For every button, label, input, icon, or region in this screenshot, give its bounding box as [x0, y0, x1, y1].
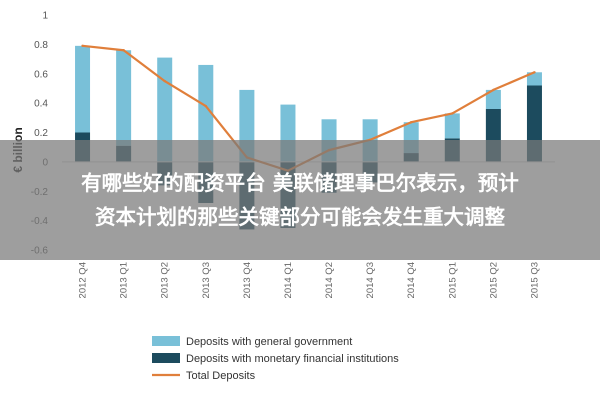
total-deposits-point: [81, 44, 84, 48]
x-tick-label: 2014 Q1: [283, 262, 294, 298]
y-tick-label: 0.2: [34, 128, 48, 139]
overlay-banner: 有哪些好的配资平台 美联储理事巴尔表示，预计 资本计划的那些关键部分可能会发生重…: [0, 140, 600, 260]
y-tick-label: 0.6: [34, 69, 48, 80]
total-deposits-point: [533, 71, 536, 74]
total-deposits-point: [492, 88, 495, 92]
legend-label: Total Deposits: [186, 370, 256, 382]
total-deposits-point: [451, 112, 454, 115]
bar-general-government: [485, 89, 501, 109]
bar-general-government: [198, 64, 214, 162]
x-tick-label: 2014 Q3: [365, 262, 376, 298]
x-tick-label: 2012 Q4: [78, 262, 89, 298]
legend-label: Deposits with general government: [186, 336, 352, 348]
x-tick-label: 2015 Q2: [488, 262, 499, 298]
total-deposits-point: [410, 121, 413, 124]
legend: Deposits with general government Deposits…: [152, 336, 399, 382]
bar-general-government: [444, 113, 460, 139]
x-tick-label: 2014 Q2: [324, 262, 335, 298]
total-deposits-point: [122, 49, 125, 52]
y-tick-label: 1: [42, 11, 48, 22]
overlay-line: 有哪些好的配资平台 美联储理事巴尔表示，预计: [81, 171, 519, 195]
x-tick-label: 2015 Q3: [529, 262, 540, 298]
legend-swatch-general-government: [152, 336, 180, 346]
x-tick-label: 2013 Q3: [201, 262, 212, 298]
x-tick-label: 2013 Q1: [119, 262, 130, 298]
x-tick-label: 2015 Q1: [447, 262, 458, 298]
x-tick-label: 2014 Q4: [406, 262, 417, 298]
legend-label: Deposits with monetary financial institu…: [186, 353, 399, 365]
bar-general-government: [75, 45, 91, 133]
y-tick-label: 0.4: [34, 99, 48, 110]
legend-swatch-monetary-institutions: [152, 353, 180, 363]
total-deposits-point: [204, 104, 207, 108]
overlay-line: 资本计划的那些关键部分可能会发生重大调整: [95, 205, 505, 229]
overlay-text: 有哪些好的配资平台 美联储理事巴尔表示，预计 资本计划的那些关键部分可能会发生重…: [20, 166, 580, 234]
y-tick-label: 0.8: [34, 40, 48, 51]
x-axis: 2012 Q4 2013 Q1 2013 Q2 2013 Q3 2013 Q4 2014 …: [78, 262, 541, 298]
total-deposits-point: [163, 79, 166, 83]
x-tick-label: 2013 Q4: [242, 262, 253, 298]
bar-general-government: [116, 50, 132, 146]
bar-general-government: [526, 72, 542, 86]
x-tick-label: 2013 Q2: [160, 262, 171, 298]
